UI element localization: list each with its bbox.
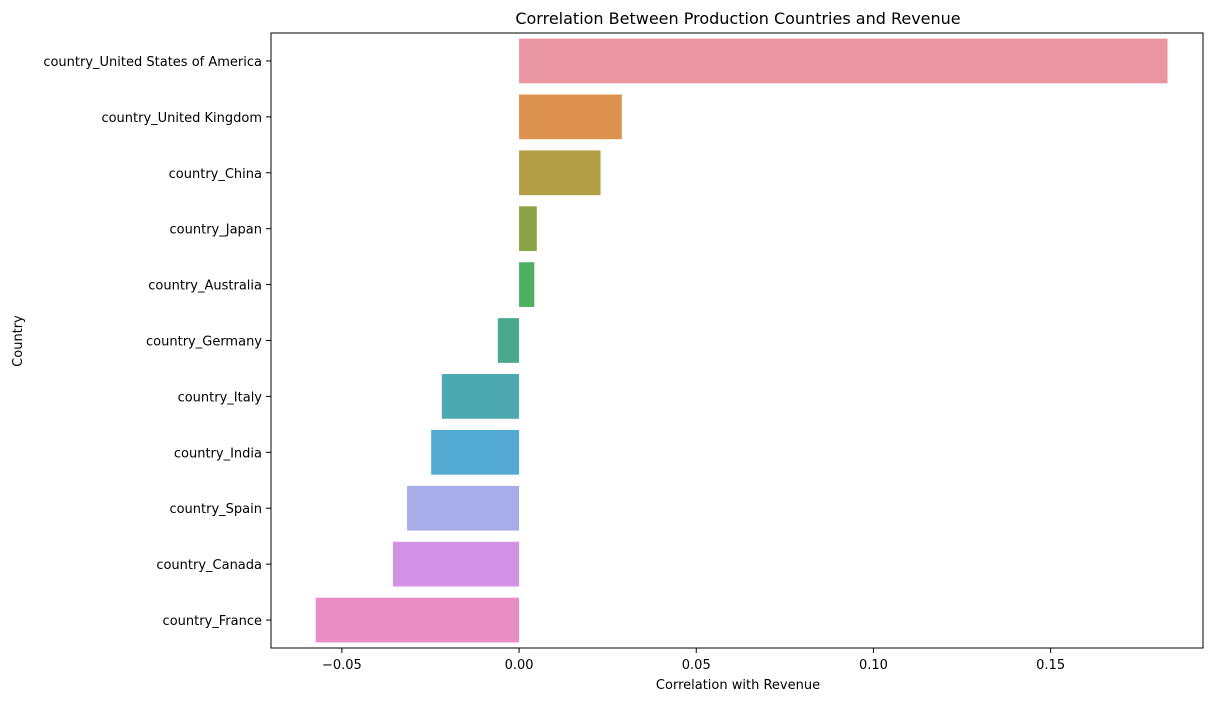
bar-china [519,150,601,196]
y-axis-label: Country [11,315,26,367]
y-tick-label: country_Germany [146,335,262,350]
bar-spain [407,485,520,531]
x-tick-label: 0.05 [682,658,711,673]
bar-united-states-of-america [519,38,1168,84]
chart-title: Correlation Between Production Countries… [515,9,960,28]
x-axis: −0.05 0.00 0.05 0.10 0.15 [322,648,1065,673]
y-tick-label: country_India [174,446,262,461]
x-tick-label: −0.05 [322,658,362,673]
y-tick-label: country_Spain [169,502,262,517]
y-tick-label: country_Japan [170,223,262,238]
x-axis-label: Correlation with Revenue [656,678,820,693]
y-tick-label: country_China [169,167,262,182]
bar-france [315,597,520,643]
x-tick-label: 0.00 [505,658,534,673]
bar-canada [392,541,520,587]
y-axis: country_United States of America country_… [43,55,271,629]
x-tick-label: 0.15 [1036,658,1065,673]
bar-united-kingdom [519,94,622,140]
bar-india [431,429,520,475]
bar-italy [441,374,520,419]
y-tick-label: country_Australia [148,279,262,294]
y-tick-label: country_Italy [178,390,263,405]
y-tick-label: country_France [163,614,262,629]
y-tick-label: country_Canada [156,558,262,573]
bar-japan [519,206,537,252]
x-tick-label: 0.10 [859,658,888,673]
y-tick-label: country_United Kingdom [101,111,262,126]
bar-germany [497,318,520,363]
y-tick-label: country_United States of America [43,55,262,70]
bars-group [315,38,1168,643]
bar-australia [519,262,535,307]
